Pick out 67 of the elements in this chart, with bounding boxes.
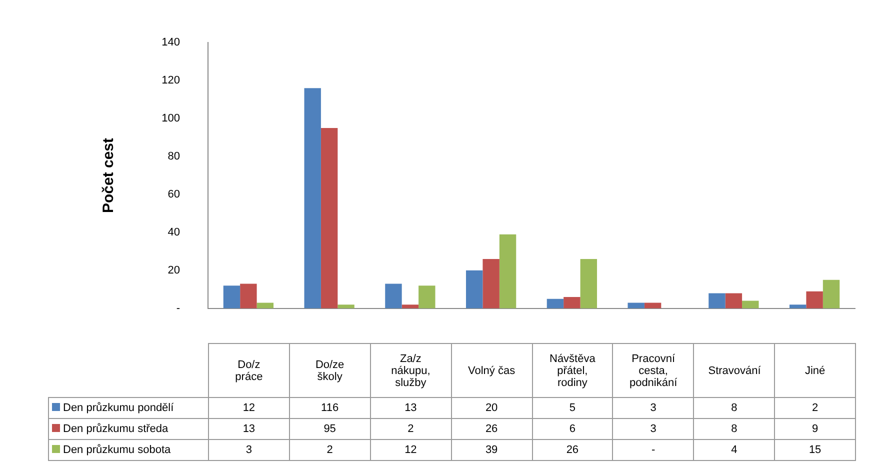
bar bbox=[564, 297, 580, 308]
legend-label: Den průzkumu pondělí bbox=[48, 398, 208, 418]
bar bbox=[402, 304, 419, 308]
data-label: 95 bbox=[289, 418, 370, 440]
data-label: 3 bbox=[612, 418, 694, 440]
data-label: 13 bbox=[370, 398, 452, 418]
bar bbox=[725, 293, 742, 308]
data-label: 116 bbox=[289, 398, 370, 418]
data-label: 5 bbox=[532, 398, 613, 418]
legend-label: Den průzkumu středa bbox=[48, 418, 208, 440]
data-label: 9 bbox=[774, 418, 856, 440]
x-tick-label: Volný čas bbox=[451, 344, 532, 398]
y-tick-label: 100 bbox=[162, 112, 180, 125]
bar bbox=[223, 286, 240, 308]
bar bbox=[644, 302, 662, 308]
data-label: 26 bbox=[532, 440, 613, 460]
data-label: 6 bbox=[532, 418, 613, 440]
bar bbox=[320, 128, 338, 308]
data-label: 2 bbox=[370, 418, 452, 440]
x-tick-label: Jiné bbox=[774, 344, 856, 398]
data-label: 2 bbox=[289, 440, 370, 460]
x-tick-label: Do/z práce bbox=[208, 344, 290, 398]
y-tick-label: 120 bbox=[162, 74, 180, 87]
legend-label: Den průzkumu sobota bbox=[48, 440, 208, 460]
bar bbox=[466, 270, 483, 308]
y-tick-label: - bbox=[176, 302, 180, 314]
bar bbox=[580, 259, 598, 308]
bar bbox=[240, 284, 257, 308]
bar bbox=[418, 286, 436, 308]
data-label: 39 bbox=[451, 440, 532, 460]
data-label: 20 bbox=[451, 398, 532, 418]
bar bbox=[822, 280, 840, 308]
y-tick-label: 20 bbox=[168, 264, 180, 276]
y-tick-label: 40 bbox=[168, 226, 180, 238]
bar bbox=[546, 298, 564, 308]
bar bbox=[789, 304, 806, 308]
data-label: 8 bbox=[694, 418, 775, 440]
bar bbox=[338, 304, 354, 308]
data-label: 2 bbox=[774, 398, 856, 418]
data-label: 15 bbox=[774, 440, 856, 460]
x-tick-label: Do/ze školy bbox=[289, 344, 370, 398]
data-label: 3 bbox=[208, 440, 290, 460]
bar bbox=[256, 302, 274, 308]
bar bbox=[742, 300, 759, 308]
bar bbox=[499, 234, 516, 308]
data-label: 12 bbox=[208, 398, 290, 418]
x-tick-label: Stravování bbox=[694, 344, 775, 398]
data-label: 4 bbox=[694, 440, 775, 460]
bar bbox=[708, 293, 726, 308]
bar bbox=[628, 302, 644, 308]
data-label: 13 bbox=[208, 418, 290, 440]
x-tick-label: Za/z nákupu, služby bbox=[370, 344, 452, 398]
y-tick-label: 80 bbox=[168, 150, 180, 163]
bar bbox=[304, 88, 321, 308]
y-tick-label: 140 bbox=[162, 36, 180, 49]
data-label: 8 bbox=[694, 398, 775, 418]
data-label: 26 bbox=[451, 418, 532, 440]
data-label: 12 bbox=[370, 440, 452, 460]
y-axis-title: Počet cest bbox=[100, 138, 118, 214]
bar bbox=[806, 291, 823, 308]
x-tick-label: Návštěva přátel, rodiny bbox=[532, 344, 613, 398]
data-label: 3 bbox=[612, 398, 694, 418]
y-tick-label: 60 bbox=[168, 188, 180, 201]
bar bbox=[482, 259, 500, 308]
bar bbox=[385, 284, 402, 308]
text: - bbox=[651, 444, 656, 456]
x-tick-label: Pracovní cesta, podnikání bbox=[612, 344, 694, 398]
